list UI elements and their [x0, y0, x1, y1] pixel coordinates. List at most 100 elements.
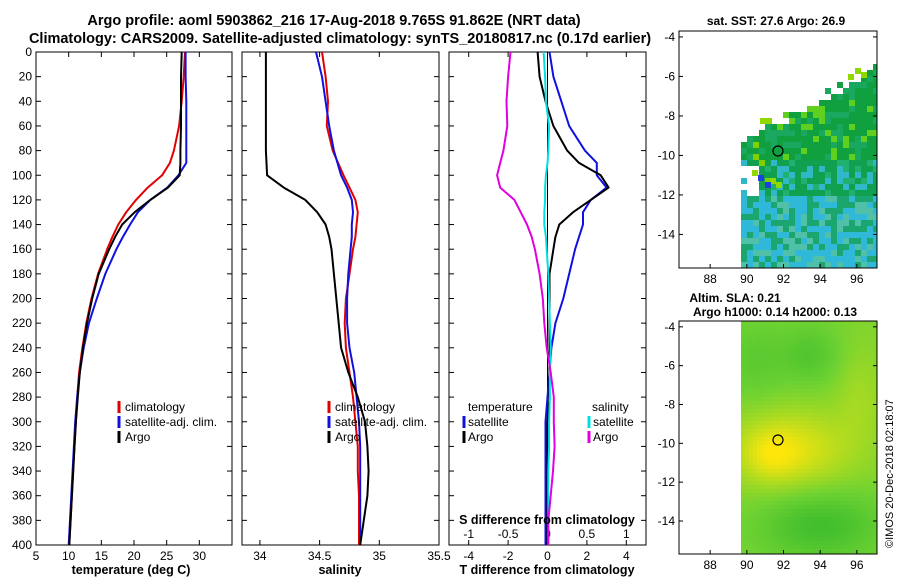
sla-cell	[833, 397, 837, 401]
sla-cell	[801, 453, 805, 457]
sst-cell	[795, 220, 801, 226]
sla-cell	[809, 333, 813, 337]
sst-cell	[813, 208, 819, 214]
sla-cell	[849, 357, 853, 361]
sla-cell	[869, 521, 873, 525]
sla-cell	[785, 393, 789, 397]
sla-cell	[869, 325, 873, 329]
sla-cell	[857, 437, 861, 441]
sla-cell	[873, 357, 877, 361]
sla-cell	[805, 541, 809, 545]
sla-cell	[785, 461, 789, 465]
sla-cell	[757, 445, 761, 449]
sla-cell	[793, 457, 797, 461]
sla-cell	[833, 537, 837, 541]
legend-label-satellite: satellite-adj. clim.	[125, 415, 217, 429]
sla-cell	[845, 341, 849, 345]
sla-cell	[809, 457, 813, 461]
sla-cell	[837, 505, 841, 509]
sla-cell	[773, 473, 777, 477]
sst-cell	[783, 220, 789, 226]
sla-cell	[865, 321, 869, 325]
sla-cell	[765, 401, 769, 405]
sla-cell	[741, 505, 745, 509]
sla-cell	[749, 449, 753, 453]
sla-cell	[809, 373, 813, 377]
sst-cell	[873, 136, 877, 142]
sst-cell	[867, 196, 873, 202]
sla-cell	[753, 477, 757, 481]
sla-cell	[821, 337, 825, 341]
sla-cell	[869, 373, 873, 377]
sst-cell	[801, 238, 807, 244]
sla-cell	[821, 533, 825, 537]
ytick-label: 60	[19, 119, 33, 133]
sla-cell	[797, 333, 801, 337]
sla-cell	[833, 333, 837, 337]
sla-cell	[793, 329, 797, 333]
sla-cell	[773, 541, 777, 545]
sla-cell	[765, 377, 769, 381]
sla-cell	[869, 497, 873, 501]
sst-cell	[867, 124, 873, 130]
map-xtick-label: 88	[703, 558, 717, 572]
sst-field	[741, 64, 877, 268]
sst-cell	[771, 214, 777, 220]
sla-cell	[821, 361, 825, 365]
sla-cell	[837, 429, 841, 433]
sst-cell	[819, 166, 825, 172]
sla-cell	[749, 405, 753, 409]
sla-cell	[853, 333, 857, 337]
sla-cell	[777, 525, 781, 529]
sst-cell	[789, 178, 795, 184]
sla-cell	[785, 429, 789, 433]
sst-cell	[759, 220, 765, 226]
sst-cell	[777, 256, 783, 262]
sla-cell	[765, 353, 769, 357]
sla-cell	[785, 469, 789, 473]
sla-cell	[825, 401, 829, 405]
sst-cell	[855, 136, 861, 142]
sla-cell	[869, 341, 873, 345]
sla-cell	[813, 449, 817, 453]
sst-cell	[741, 256, 747, 262]
sla-cell	[845, 409, 849, 413]
sla-cell	[825, 505, 829, 509]
sst-cell	[795, 172, 801, 178]
sla-cell	[801, 533, 805, 537]
sst-cell	[789, 142, 795, 148]
map-ytick-label: -6	[664, 69, 675, 83]
sla-cell	[853, 453, 857, 457]
sla-cell	[741, 493, 745, 497]
sla-cell	[789, 381, 793, 385]
sla-cell	[741, 453, 745, 457]
sla-cell	[825, 361, 829, 365]
sla-cell	[865, 425, 869, 429]
sst-cell	[825, 172, 831, 178]
sla-cell	[833, 441, 837, 445]
sst-cell	[837, 190, 843, 196]
sla-cell	[825, 489, 829, 493]
sla-cell	[825, 337, 829, 341]
sst-cell	[843, 196, 849, 202]
sst-cell	[867, 82, 873, 88]
sla-cell	[773, 549, 777, 553]
sla-cell	[749, 521, 753, 525]
sla-cell	[809, 341, 813, 345]
xtick-top-label: 1	[623, 527, 630, 541]
sla-cell	[805, 505, 809, 509]
sla-cell	[793, 537, 797, 541]
sst-cell	[795, 118, 801, 124]
sst-cell	[855, 166, 861, 172]
sla-cell	[777, 485, 781, 489]
sla-cell	[873, 437, 877, 441]
sst-cell	[855, 178, 861, 184]
sla-cell	[873, 429, 877, 433]
xtick-label: -4	[463, 549, 474, 563]
sla-cell	[809, 409, 813, 413]
sla-cell	[853, 489, 857, 493]
sla-cell	[777, 457, 781, 461]
sla-cell	[845, 405, 849, 409]
sla-cell	[861, 325, 865, 329]
sst-cell	[765, 172, 771, 178]
